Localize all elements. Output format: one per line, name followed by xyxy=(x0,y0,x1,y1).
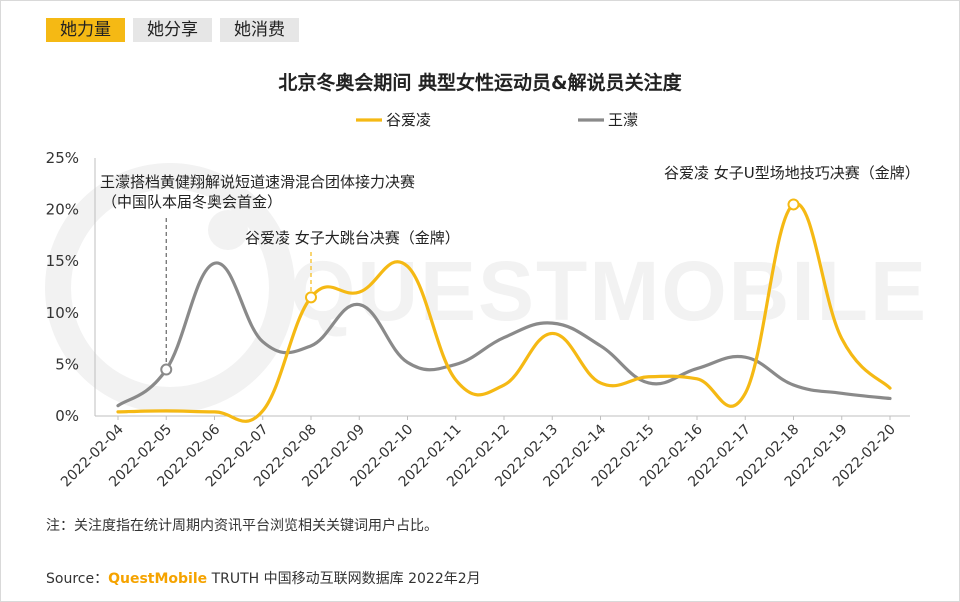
y-tick-label: 10% xyxy=(46,304,79,322)
annotation-marker xyxy=(787,198,800,211)
annotation-label: 谷爱凌 女子大跳台决赛（金牌） xyxy=(245,229,460,247)
annotation-marker xyxy=(305,291,317,304)
series-line-wang-meng xyxy=(116,261,892,408)
annotation-label: 王濛搭档黄健翔解说短道速滑混合团体接力决赛 xyxy=(100,173,415,191)
tab-her-power[interactable]: 她力量 xyxy=(46,18,125,42)
y-tick-label: 15% xyxy=(46,252,79,270)
source-prefix: Source： xyxy=(46,571,109,587)
y-tick-label: 20% xyxy=(46,201,79,219)
legend-label: 王濛 xyxy=(608,111,638,129)
chart-title: 北京冬奥会期间 典型女性运动员&解说员关注度 xyxy=(278,72,682,94)
y-tick-label: 5% xyxy=(55,355,79,373)
tab-her-consumption[interactable]: 她消费 xyxy=(220,18,299,42)
series-line-gu-ailing xyxy=(116,202,892,423)
legend-label: 谷爱凌 xyxy=(386,111,431,129)
source-rest: TRUTH 中国移动互联网数据库 2022年2月 xyxy=(207,571,481,587)
y-tick-label: 25% xyxy=(46,149,79,167)
footnote: 注：关注度指在统计周期内资讯平台浏览相关关键词用户占比。 xyxy=(46,518,438,534)
source-brand: QuestMobile xyxy=(108,571,208,587)
annotation-label: 谷爱凌 女子U型场地技巧决赛（金牌） xyxy=(664,164,920,182)
tab-bar: 她力量 她分享 她消费 xyxy=(46,18,299,42)
y-tick-label: 0% xyxy=(55,407,79,425)
tab-her-sharing[interactable]: 她分享 xyxy=(133,18,212,42)
annotation-marker xyxy=(160,363,173,376)
source-line: Source：QuestMobile TRUTH 中国移动互联网数据库 2022… xyxy=(46,568,481,588)
annotation-label-sub: （中国队本届冬奥会首金） xyxy=(102,193,282,211)
